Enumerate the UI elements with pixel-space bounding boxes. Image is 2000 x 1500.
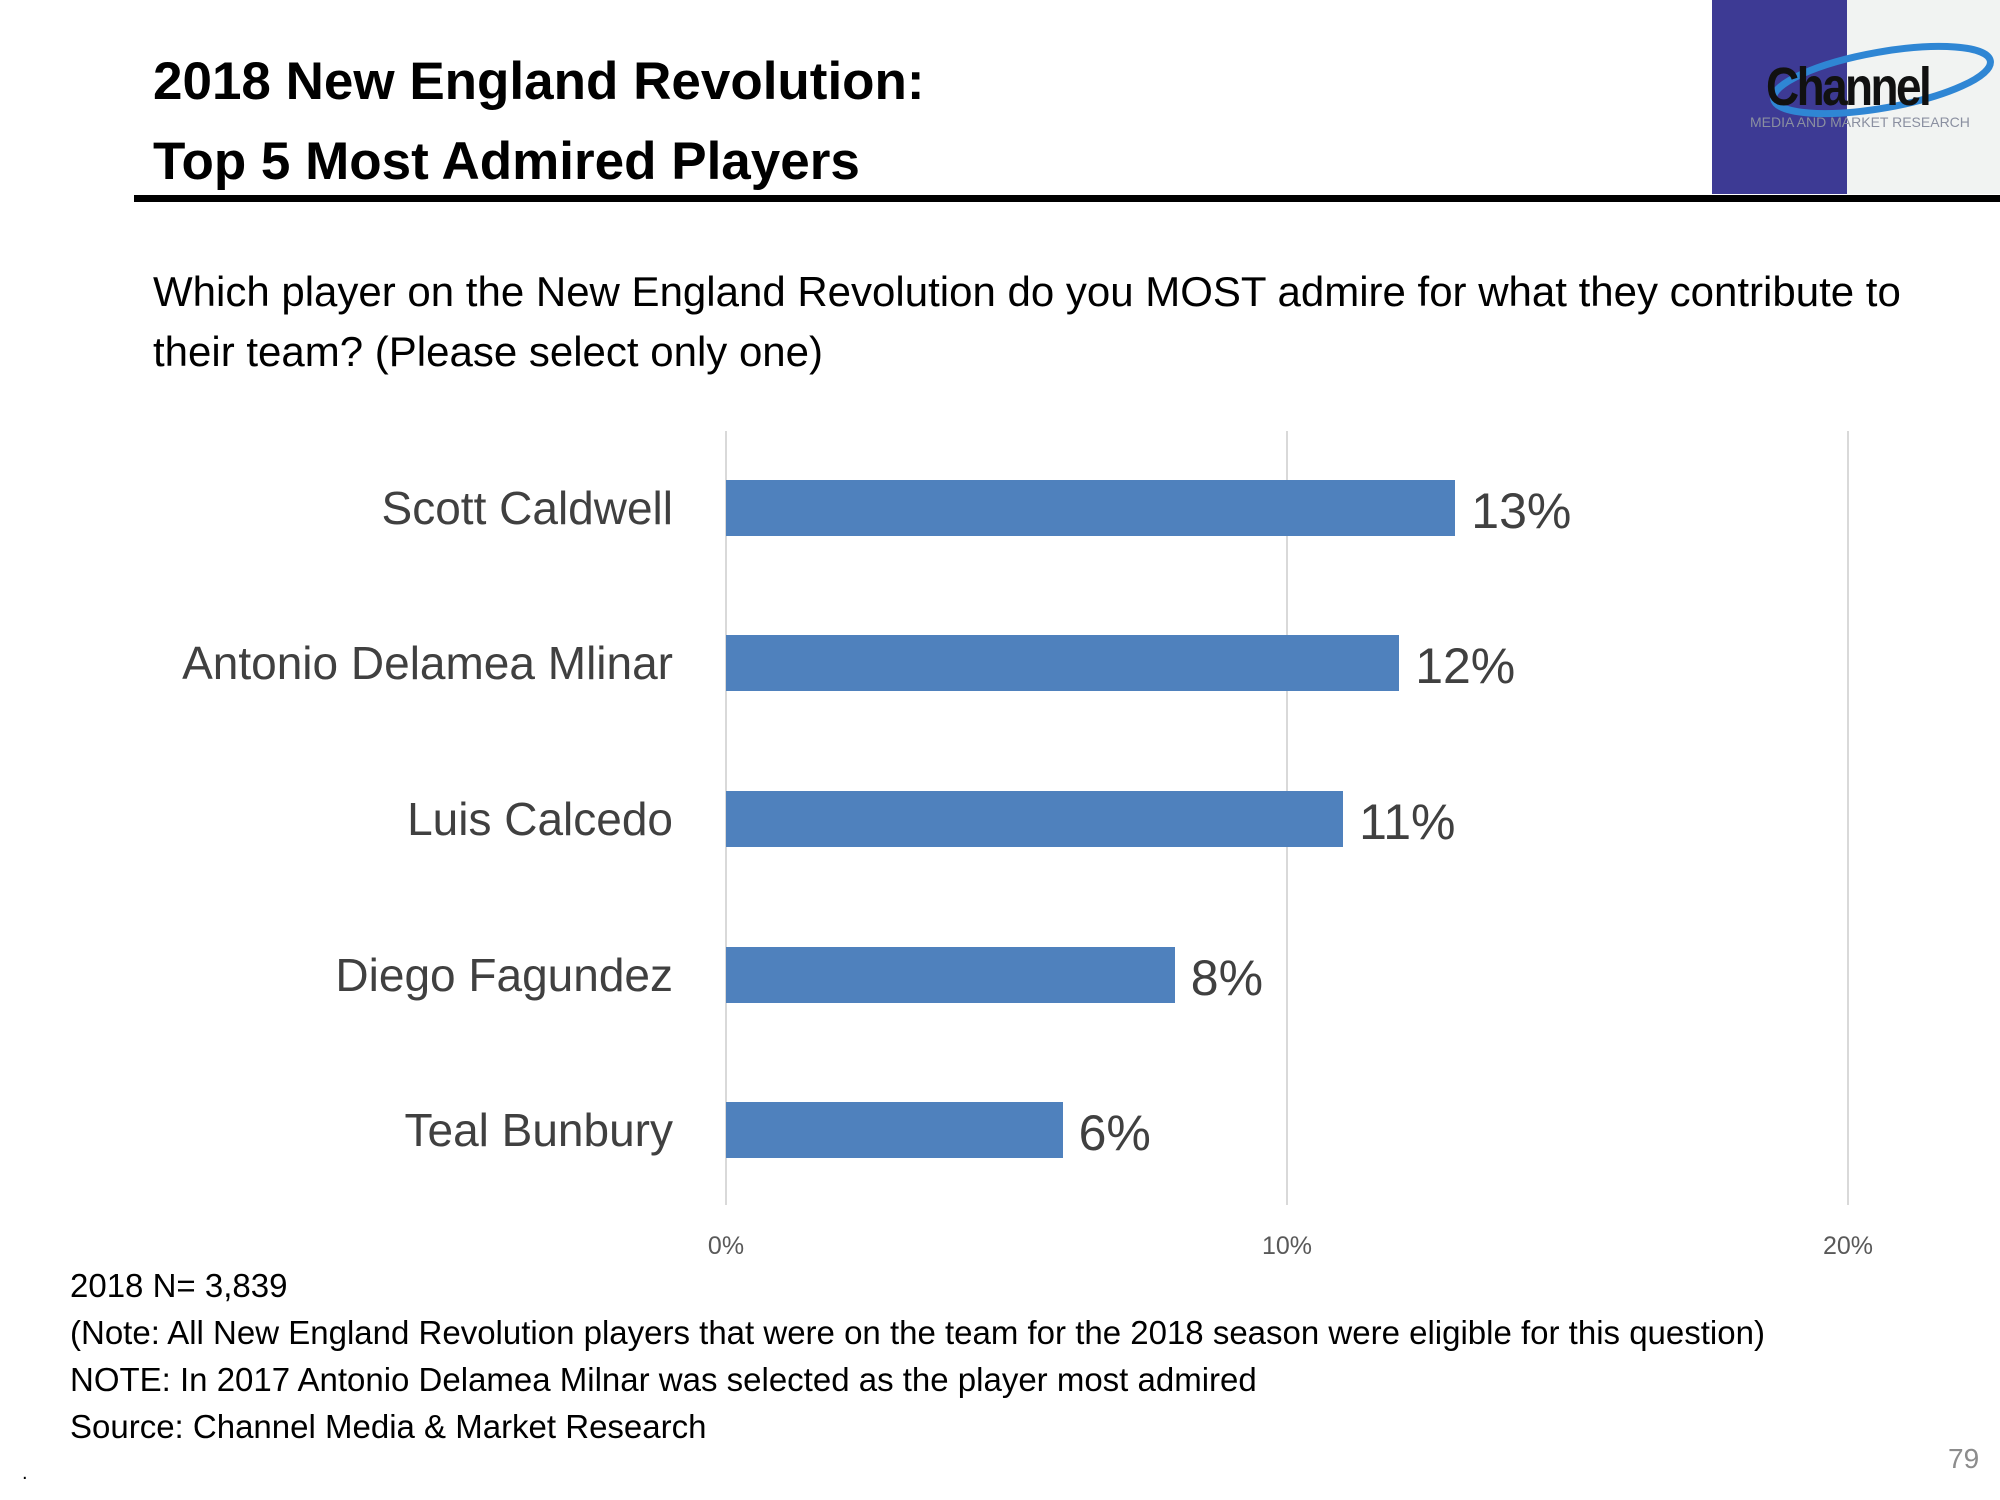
title-divider xyxy=(134,195,2000,202)
x-tick-label: 10% xyxy=(1261,1232,1313,1260)
data-label: 11% xyxy=(1359,794,1456,850)
footer-notes: 2018 N= 3,839 (Note: All New England Rev… xyxy=(70,1262,1765,1450)
survey-question: Which player on the New England Revoluti… xyxy=(153,268,1901,375)
bar xyxy=(726,480,1456,536)
data-label: 6% xyxy=(1078,1105,1151,1161)
source-note: Source: Channel Media & Market Research xyxy=(70,1408,707,1445)
bar xyxy=(726,947,1175,1003)
prior-year-note: NOTE: In 2017 Antonio Delamea Milnar was… xyxy=(70,1361,1257,1398)
bar xyxy=(726,635,1400,691)
logo-purple-panel xyxy=(1712,0,1847,194)
x-tick-label: 20% xyxy=(1822,1232,1874,1260)
data-label: 8% xyxy=(1190,950,1264,1006)
slide-title: 2018 New England Revolution: Top 5 Most … xyxy=(153,42,925,202)
category-label: Teal Bunbury xyxy=(404,1104,674,1156)
stray-dot: . xyxy=(22,1462,28,1484)
bar xyxy=(726,1102,1063,1158)
page-number: 79 xyxy=(1948,1443,1980,1474)
logo-swoosh-icon xyxy=(1770,42,1994,118)
eligibility-note: (Note: All New England Revolution player… xyxy=(70,1314,1765,1351)
title-line-1: 2018 New England Revolution: xyxy=(153,52,925,111)
category-label: Scott Caldwell xyxy=(381,482,673,534)
bar xyxy=(726,791,1344,847)
x-tick-label: 0% xyxy=(707,1232,745,1260)
data-label: 12% xyxy=(1415,638,1516,694)
data-label: 13% xyxy=(1471,483,1572,539)
channel-logo: Channel MEDIA AND MARKET RESEARCH xyxy=(1712,0,2000,194)
category-label: Antonio Delamea Mlinar xyxy=(182,637,673,689)
category-label: Diego Fagundez xyxy=(335,949,673,1001)
gridline xyxy=(1847,431,1849,1205)
logo-word: Channel xyxy=(1766,57,1932,117)
title-line-2: Top 5 Most Admired Players xyxy=(153,132,860,191)
category-label: Luis Calcedo xyxy=(407,793,673,845)
sample-size: 2018 N= 3,839 xyxy=(70,1267,288,1304)
logo-tagline: MEDIA AND MARKET RESEARCH xyxy=(1750,114,1970,130)
